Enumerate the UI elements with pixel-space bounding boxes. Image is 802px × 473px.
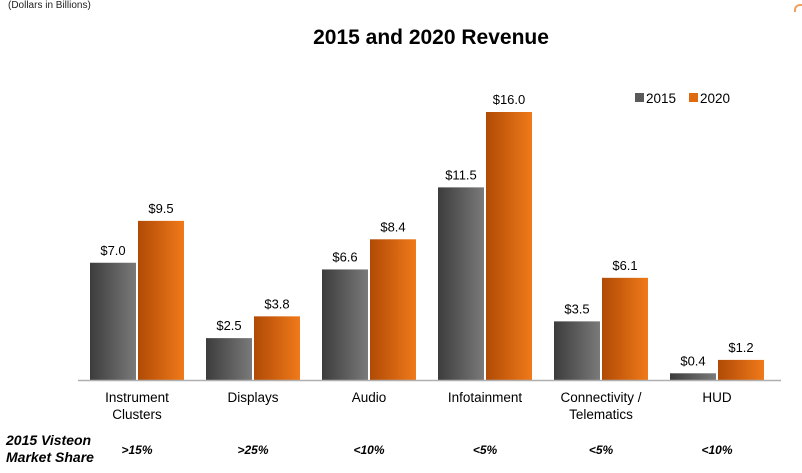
data-label-2020-2: $8.4 xyxy=(380,219,405,234)
chart-title: 2015 and 2020 Revenue xyxy=(313,26,549,49)
category-label-3-0: Infotainment xyxy=(448,390,523,405)
legend-label-2020: 2020 xyxy=(700,91,730,106)
bar-2020-3 xyxy=(486,112,532,380)
bar-2020-2 xyxy=(370,239,416,380)
bar-2015-0 xyxy=(90,262,136,380)
category-label-1-0: Displays xyxy=(227,390,278,405)
corner-decoration xyxy=(794,4,802,12)
market-share-label-line2: Market Share xyxy=(6,449,94,465)
data-label-2015-0: $7.0 xyxy=(100,243,125,258)
data-label-2020-5: $1.2 xyxy=(728,340,753,355)
market-share-value-3: <5% xyxy=(472,443,498,457)
market-share-label-line1: 2015 Visteon xyxy=(6,432,92,448)
market-share-value-1: >25% xyxy=(237,443,269,457)
market-share-value-5: <10% xyxy=(701,443,733,457)
bar-2020-4 xyxy=(602,277,648,380)
bar-2020-5 xyxy=(718,359,764,380)
data-label-2015-1: $2.5 xyxy=(216,318,241,333)
data-label-2015-4: $3.5 xyxy=(564,301,589,316)
category-label-0-1: Clusters xyxy=(112,407,162,422)
category-label-2-0: Audio xyxy=(352,390,387,405)
category-label-4-1: Telematics xyxy=(569,407,633,422)
market-share-value-2: <10% xyxy=(353,443,385,457)
market-share-value-0: >15% xyxy=(121,443,153,457)
bar-2015-5 xyxy=(670,373,716,380)
bar-2015-4 xyxy=(554,321,600,380)
units-note: (Dollars in Billions) xyxy=(8,0,91,11)
market-share-value-4: <5% xyxy=(588,443,614,457)
bars-group: $7.0 $9.5 Instrument Clusters $2.5 $3.8 Displa… xyxy=(90,92,764,422)
legend-swatch-2020 xyxy=(689,93,698,102)
data-label-2015-5: $0.4 xyxy=(680,353,705,368)
bar-2020-0 xyxy=(138,220,184,380)
legend-swatch-2015 xyxy=(635,93,644,102)
bar-2015-1 xyxy=(206,338,252,380)
data-label-2020-1: $3.8 xyxy=(264,296,289,311)
legend-label-2015: 2015 xyxy=(646,91,676,106)
category-label-4-0: Connectivity / xyxy=(560,390,641,405)
category-label-5-0: HUD xyxy=(702,390,731,405)
market-share-label: 2015 Visteon Market Share xyxy=(6,432,94,466)
category-label-0-0: Instrument xyxy=(105,390,169,405)
data-label-2020-3: $16.0 xyxy=(493,92,526,107)
data-label-2020-4: $6.1 xyxy=(612,258,637,273)
data-label-2020-0: $9.5 xyxy=(148,201,173,216)
bar-2015-2 xyxy=(322,269,368,380)
bar-2015-3 xyxy=(438,187,484,380)
data-label-2015-2: $6.6 xyxy=(332,249,357,264)
data-label-2015-3: $11.5 xyxy=(445,167,477,182)
bar-2020-1 xyxy=(254,316,300,380)
legend: 2015 2020 xyxy=(635,91,730,106)
